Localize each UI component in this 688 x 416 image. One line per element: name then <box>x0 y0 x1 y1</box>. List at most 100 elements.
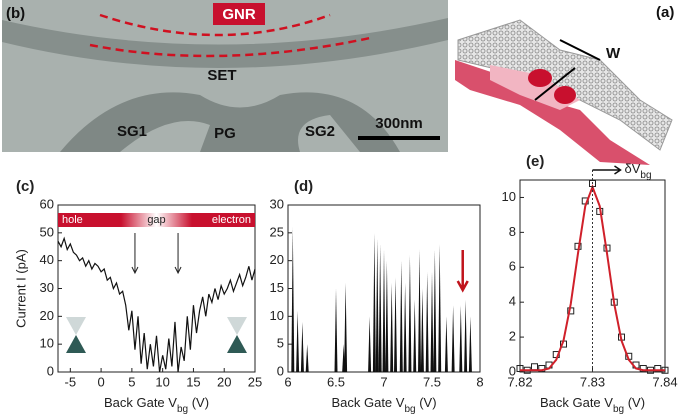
data-point <box>516 365 524 373</box>
x-tick-label: 6 <box>284 374 291 389</box>
x-axis-label-part: bg <box>613 404 624 415</box>
y-tick-label: 0 <box>509 363 516 378</box>
y-tick-label: 8 <box>509 224 516 239</box>
x-tick-label: 8 <box>476 374 483 389</box>
peak <box>372 232 376 372</box>
y-tick-label: 60 <box>40 196 54 211</box>
panel-label: (d) <box>294 178 313 195</box>
peak <box>300 321 304 372</box>
y-tick-label: 4 <box>509 294 516 309</box>
y-tick-label: 2 <box>509 329 516 344</box>
y-tick-label: 5 <box>277 336 284 351</box>
x-axis-label: Back Gate Vbg (V) <box>540 395 645 415</box>
peak <box>459 305 463 372</box>
gap-arrow <box>131 233 139 275</box>
image-label: GNR <box>222 6 256 23</box>
panel-label: (e) <box>526 153 544 170</box>
y-tick-label: 50 <box>40 224 54 239</box>
highlight-arrow <box>456 250 469 293</box>
y-tick-label: 0 <box>277 363 284 378</box>
peak <box>408 255 412 372</box>
peak <box>390 282 394 372</box>
x-tick-label: 15 <box>186 374 200 389</box>
y-tick-label: 20 <box>40 308 54 323</box>
x-axis-label: Back Gate Vbg (V) <box>104 395 209 415</box>
peak <box>375 238 379 372</box>
peak <box>420 288 424 372</box>
peak <box>468 316 472 372</box>
x-tick-label: 10 <box>155 374 169 389</box>
annotation-part: δV <box>625 161 641 176</box>
peak <box>451 305 455 372</box>
peak <box>418 249 422 372</box>
y-tick-label: 20 <box>270 252 284 267</box>
dirac-cone <box>227 317 247 335</box>
shift-arrow <box>592 165 622 175</box>
peak <box>334 288 338 372</box>
image-label: W <box>606 45 621 62</box>
y-tick-label: 10 <box>40 336 54 351</box>
annotation-part: bg <box>640 170 651 181</box>
panel-label: (c) <box>16 178 34 195</box>
microscopy-image <box>2 0 448 152</box>
peak <box>464 299 468 372</box>
carrier-band <box>58 213 255 227</box>
data-line <box>57 236 256 373</box>
x-axis-label-part: (V) <box>188 395 209 410</box>
peak <box>399 260 403 372</box>
peak <box>438 243 442 372</box>
x-axis-label-part: bg <box>404 404 415 415</box>
panel-label: (a) <box>656 4 674 21</box>
x-tick-label: 6.5 <box>327 374 345 389</box>
data-point <box>654 365 662 373</box>
x-tick-label: 5 <box>128 374 135 389</box>
peak <box>368 316 372 372</box>
panel-label: (b) <box>6 5 25 22</box>
y-tick-label: 25 <box>270 224 284 239</box>
peak <box>394 277 398 372</box>
x-axis-label-part: Back Gate V <box>540 395 613 410</box>
annotation: δVbg <box>625 161 652 181</box>
plot-frame <box>57 204 256 373</box>
x-tick-label: 7 <box>380 374 387 389</box>
x-axis-label-part: bg <box>177 404 188 415</box>
x-axis-label-part: Back Gate V <box>331 395 404 410</box>
peak <box>385 260 389 372</box>
peak <box>344 282 348 372</box>
image-label: SG1 <box>117 123 147 140</box>
peak <box>433 249 437 372</box>
x-tick-label: 7.84 <box>652 374 677 389</box>
y-tick-label: 10 <box>270 308 284 323</box>
peak <box>444 316 448 372</box>
y-tick-label: 0 <box>47 363 54 378</box>
peak <box>378 243 382 372</box>
x-tick-label: 7.82 <box>507 374 532 389</box>
y-tick-label: 30 <box>40 280 54 295</box>
y-tick-label: 30 <box>270 196 284 211</box>
x-axis-label-part: Back Gate V <box>104 395 177 410</box>
x-axis-label-part: (V) <box>416 395 437 410</box>
x-tick-label: -5 <box>65 374 77 389</box>
peak <box>291 227 295 372</box>
y-tick-label: 6 <box>509 259 516 274</box>
schematic <box>455 19 673 165</box>
x-axis-label: Back Gate Vbg (V) <box>331 395 436 415</box>
y-tick-label: 15 <box>270 280 284 295</box>
y-axis-label: Current I (pA) <box>13 249 28 328</box>
peak <box>413 299 417 372</box>
scale-label: 300nm <box>375 115 423 132</box>
y-tick-label: 40 <box>40 252 54 267</box>
x-tick-label: 0 <box>97 374 104 389</box>
x-tick-label: 25 <box>248 374 262 389</box>
x-tick-label: 7.5 <box>423 374 441 389</box>
band-label: hole <box>62 214 83 226</box>
y-tick-label: 10 <box>502 189 516 204</box>
peak <box>425 271 429 372</box>
peak <box>305 344 309 372</box>
image-label: SET <box>207 67 236 84</box>
dirac-cone <box>227 335 247 353</box>
peak <box>382 249 386 372</box>
x-tick-label: 7.83 <box>580 374 605 389</box>
gap-arrow <box>174 233 182 275</box>
